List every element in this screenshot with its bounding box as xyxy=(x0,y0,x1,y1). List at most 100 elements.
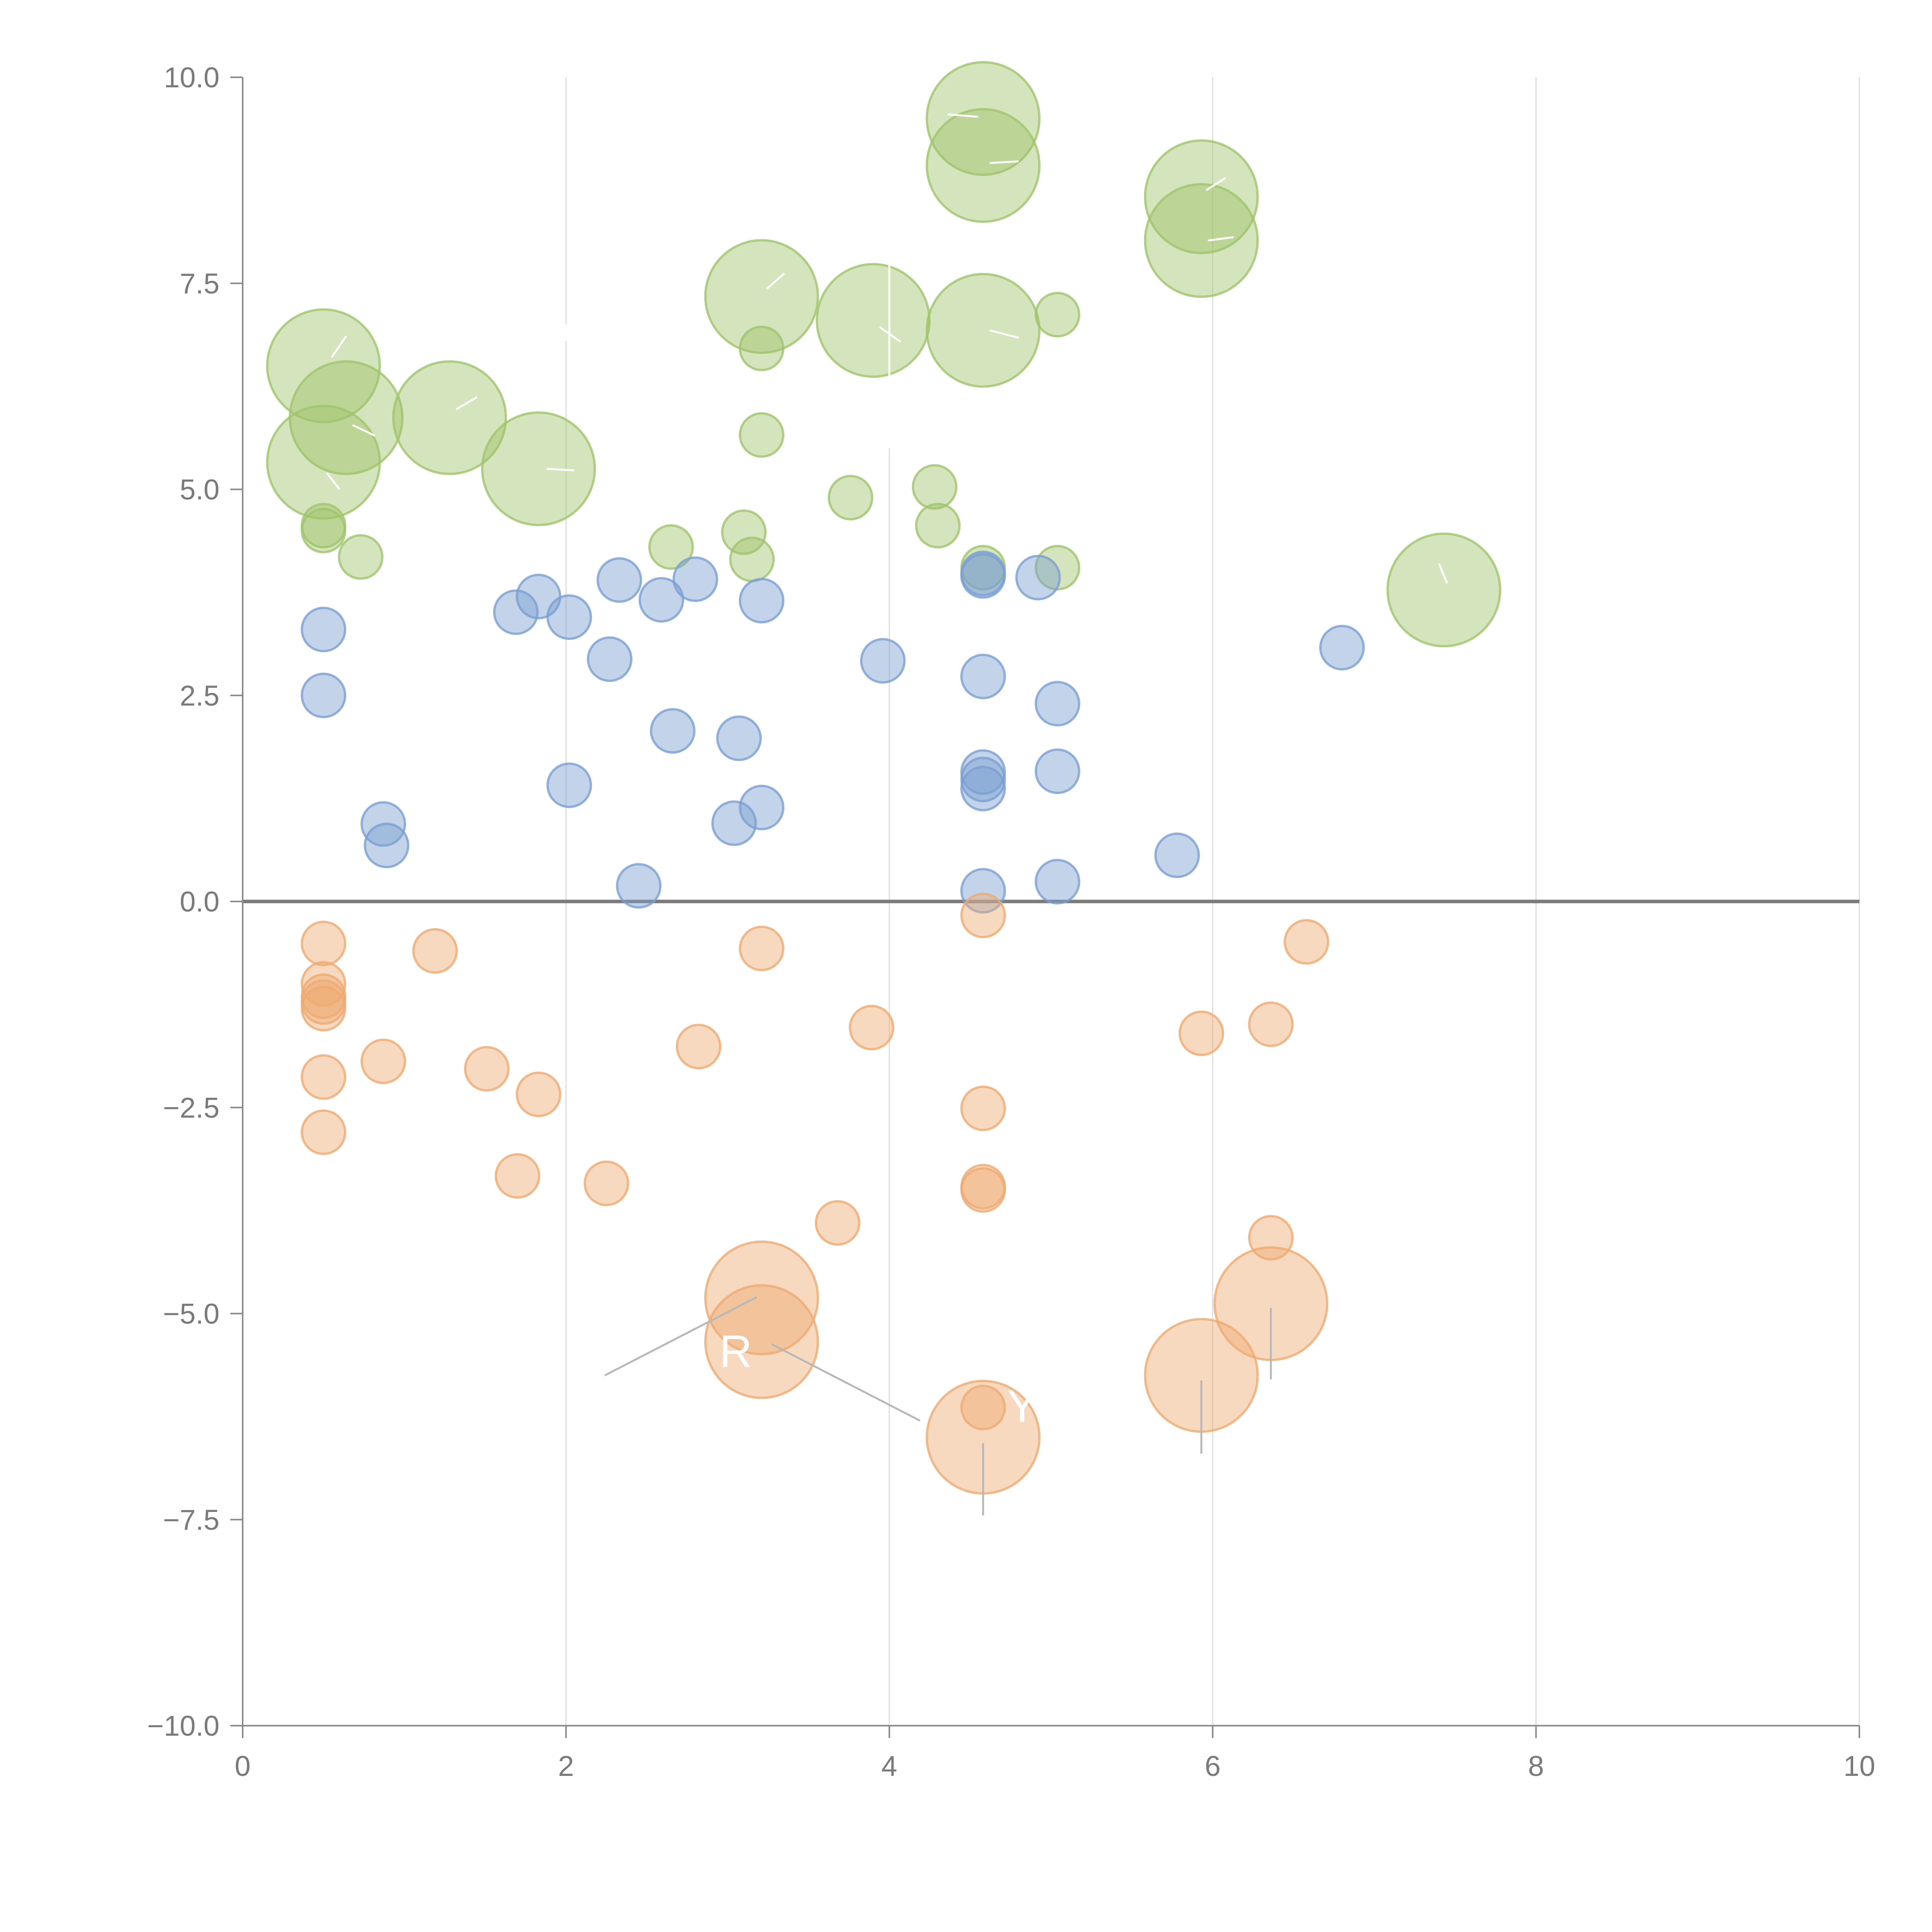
data-point-orange-16 xyxy=(1248,1001,1294,1047)
data-point-blue-21 xyxy=(364,822,410,868)
data-point-blue-5 xyxy=(596,557,642,603)
data-point-blue-31 xyxy=(1034,859,1080,905)
data-point-orange-20 xyxy=(815,1200,861,1246)
data-point-blue-0 xyxy=(301,607,347,653)
data-point-green-19 xyxy=(301,508,347,554)
data-point-green-23 xyxy=(729,536,775,582)
y-tick-label: −2.5 xyxy=(163,1092,219,1124)
leader-line-8 xyxy=(352,424,376,437)
leader-line-12 xyxy=(765,272,785,290)
data-point-orange-29 xyxy=(960,1384,1006,1430)
data-point-orange-23 xyxy=(960,1167,1006,1213)
data-point-orange-0 xyxy=(301,920,347,966)
leader-line-10 xyxy=(326,472,341,490)
data-point-orange-8 xyxy=(1284,919,1330,965)
data-point-blue-28 xyxy=(1154,832,1200,878)
leader-lines xyxy=(326,77,1448,1516)
leader-line-16 xyxy=(989,160,1019,164)
data-point-orange-1 xyxy=(301,961,347,1007)
leader-line-0 xyxy=(604,1296,757,1376)
y-tick-label: 5.0 xyxy=(180,474,219,506)
data-point-orange-7 xyxy=(960,893,1006,939)
data-point-green-1 xyxy=(925,108,1041,223)
leader-line-18 xyxy=(1208,236,1234,242)
leader-line-14 xyxy=(989,329,1019,339)
x-tick-label: 0 xyxy=(235,1750,250,1782)
data-point-blue-15 xyxy=(960,653,1006,699)
data-point-green-12 xyxy=(266,405,381,520)
data-point-blue-9 xyxy=(587,636,633,682)
data-point-blue-13 xyxy=(1015,554,1061,600)
annotation-label: YL xyxy=(1007,1381,1063,1432)
leader-line-19 xyxy=(1438,563,1448,584)
x-tick-label: 8 xyxy=(1528,1750,1544,1782)
data-point-orange-4 xyxy=(301,986,347,1032)
data-point-orange-11 xyxy=(464,1046,510,1092)
data-point-blue-8 xyxy=(739,578,785,624)
y-tick-label: −7.5 xyxy=(163,1504,219,1536)
annotation-label: R xyxy=(719,1326,752,1377)
data-point-orange-13 xyxy=(675,1024,721,1070)
data-point-blue-22 xyxy=(711,800,757,846)
data-point-green-6 xyxy=(925,273,1041,388)
y-tick-label: −10.0 xyxy=(147,1710,219,1742)
data-point-green-13 xyxy=(481,411,596,526)
y-tick-label: 10.0 xyxy=(164,61,219,94)
data-points xyxy=(266,61,1502,1495)
data-point-orange-21 xyxy=(960,1085,1006,1131)
data-point-orange-14 xyxy=(849,1005,895,1051)
data-point-blue-6 xyxy=(638,577,684,623)
data-point-blue-17 xyxy=(650,708,696,754)
data-point-green-3 xyxy=(1144,183,1259,298)
data-point-orange-19 xyxy=(583,1160,629,1206)
data-point-blue-29 xyxy=(616,863,662,909)
data-point-green-16 xyxy=(912,464,957,510)
data-point-blue-2 xyxy=(493,589,539,635)
data-point-green-4 xyxy=(704,239,819,354)
data-point-green-8 xyxy=(739,325,785,371)
data-point-blue-12 xyxy=(960,551,1006,597)
leader-line-15 xyxy=(947,113,978,118)
data-point-green-2 xyxy=(1144,139,1259,254)
data-point-green-17 xyxy=(915,503,961,549)
leader-line-11 xyxy=(546,468,574,471)
x-tick-label: 10 xyxy=(1844,1750,1875,1782)
x-tick-label: 6 xyxy=(1205,1750,1221,1782)
data-point-green-7 xyxy=(1034,292,1080,338)
data-point-orange-10 xyxy=(361,1038,406,1084)
axes xyxy=(230,77,1860,1738)
data-point-green-0 xyxy=(925,61,1041,176)
data-point-blue-14 xyxy=(1319,625,1365,671)
x-tick-label: 4 xyxy=(881,1750,897,1782)
data-point-orange-12 xyxy=(515,1071,561,1117)
data-point-blue-27 xyxy=(1034,748,1080,794)
data-point-orange-5 xyxy=(412,928,458,974)
data-point-blue-4 xyxy=(546,594,592,640)
data-point-green-5 xyxy=(816,263,931,378)
x-tick-label: 2 xyxy=(558,1750,574,1782)
data-point-blue-7 xyxy=(672,556,718,602)
data-point-orange-18 xyxy=(495,1153,541,1199)
data-point-orange-26 xyxy=(704,1284,819,1399)
data-point-green-14 xyxy=(739,412,785,458)
data-point-green-26 xyxy=(1386,532,1502,648)
leader-line-9 xyxy=(456,396,478,410)
data-point-blue-26 xyxy=(960,765,1006,811)
data-point-blue-18 xyxy=(716,715,762,761)
tick-labels: 0 2 4 6 8 10 10.0 7.5 5.0 2.5 0.0 −2.5 −5.0 −7.5 −10.0 xyxy=(147,61,1875,1782)
y-tick-label: 2.5 xyxy=(180,680,219,712)
data-point-green-21 xyxy=(648,524,694,570)
data-point-orange-9 xyxy=(301,1054,347,1100)
data-point-orange-6 xyxy=(739,925,785,971)
data-point-green-15 xyxy=(828,474,874,520)
data-point-orange-25 xyxy=(704,1240,819,1355)
y-tick-label: 7.5 xyxy=(180,267,219,299)
data-point-blue-30 xyxy=(960,868,1006,914)
leader-line-7 xyxy=(331,335,347,358)
data-point-green-22 xyxy=(721,509,767,555)
data-point-blue-10 xyxy=(860,638,906,684)
annotations: R YL xyxy=(719,1326,1063,1432)
y-tick-label: 0.0 xyxy=(180,886,219,918)
data-point-blue-23 xyxy=(739,784,785,830)
